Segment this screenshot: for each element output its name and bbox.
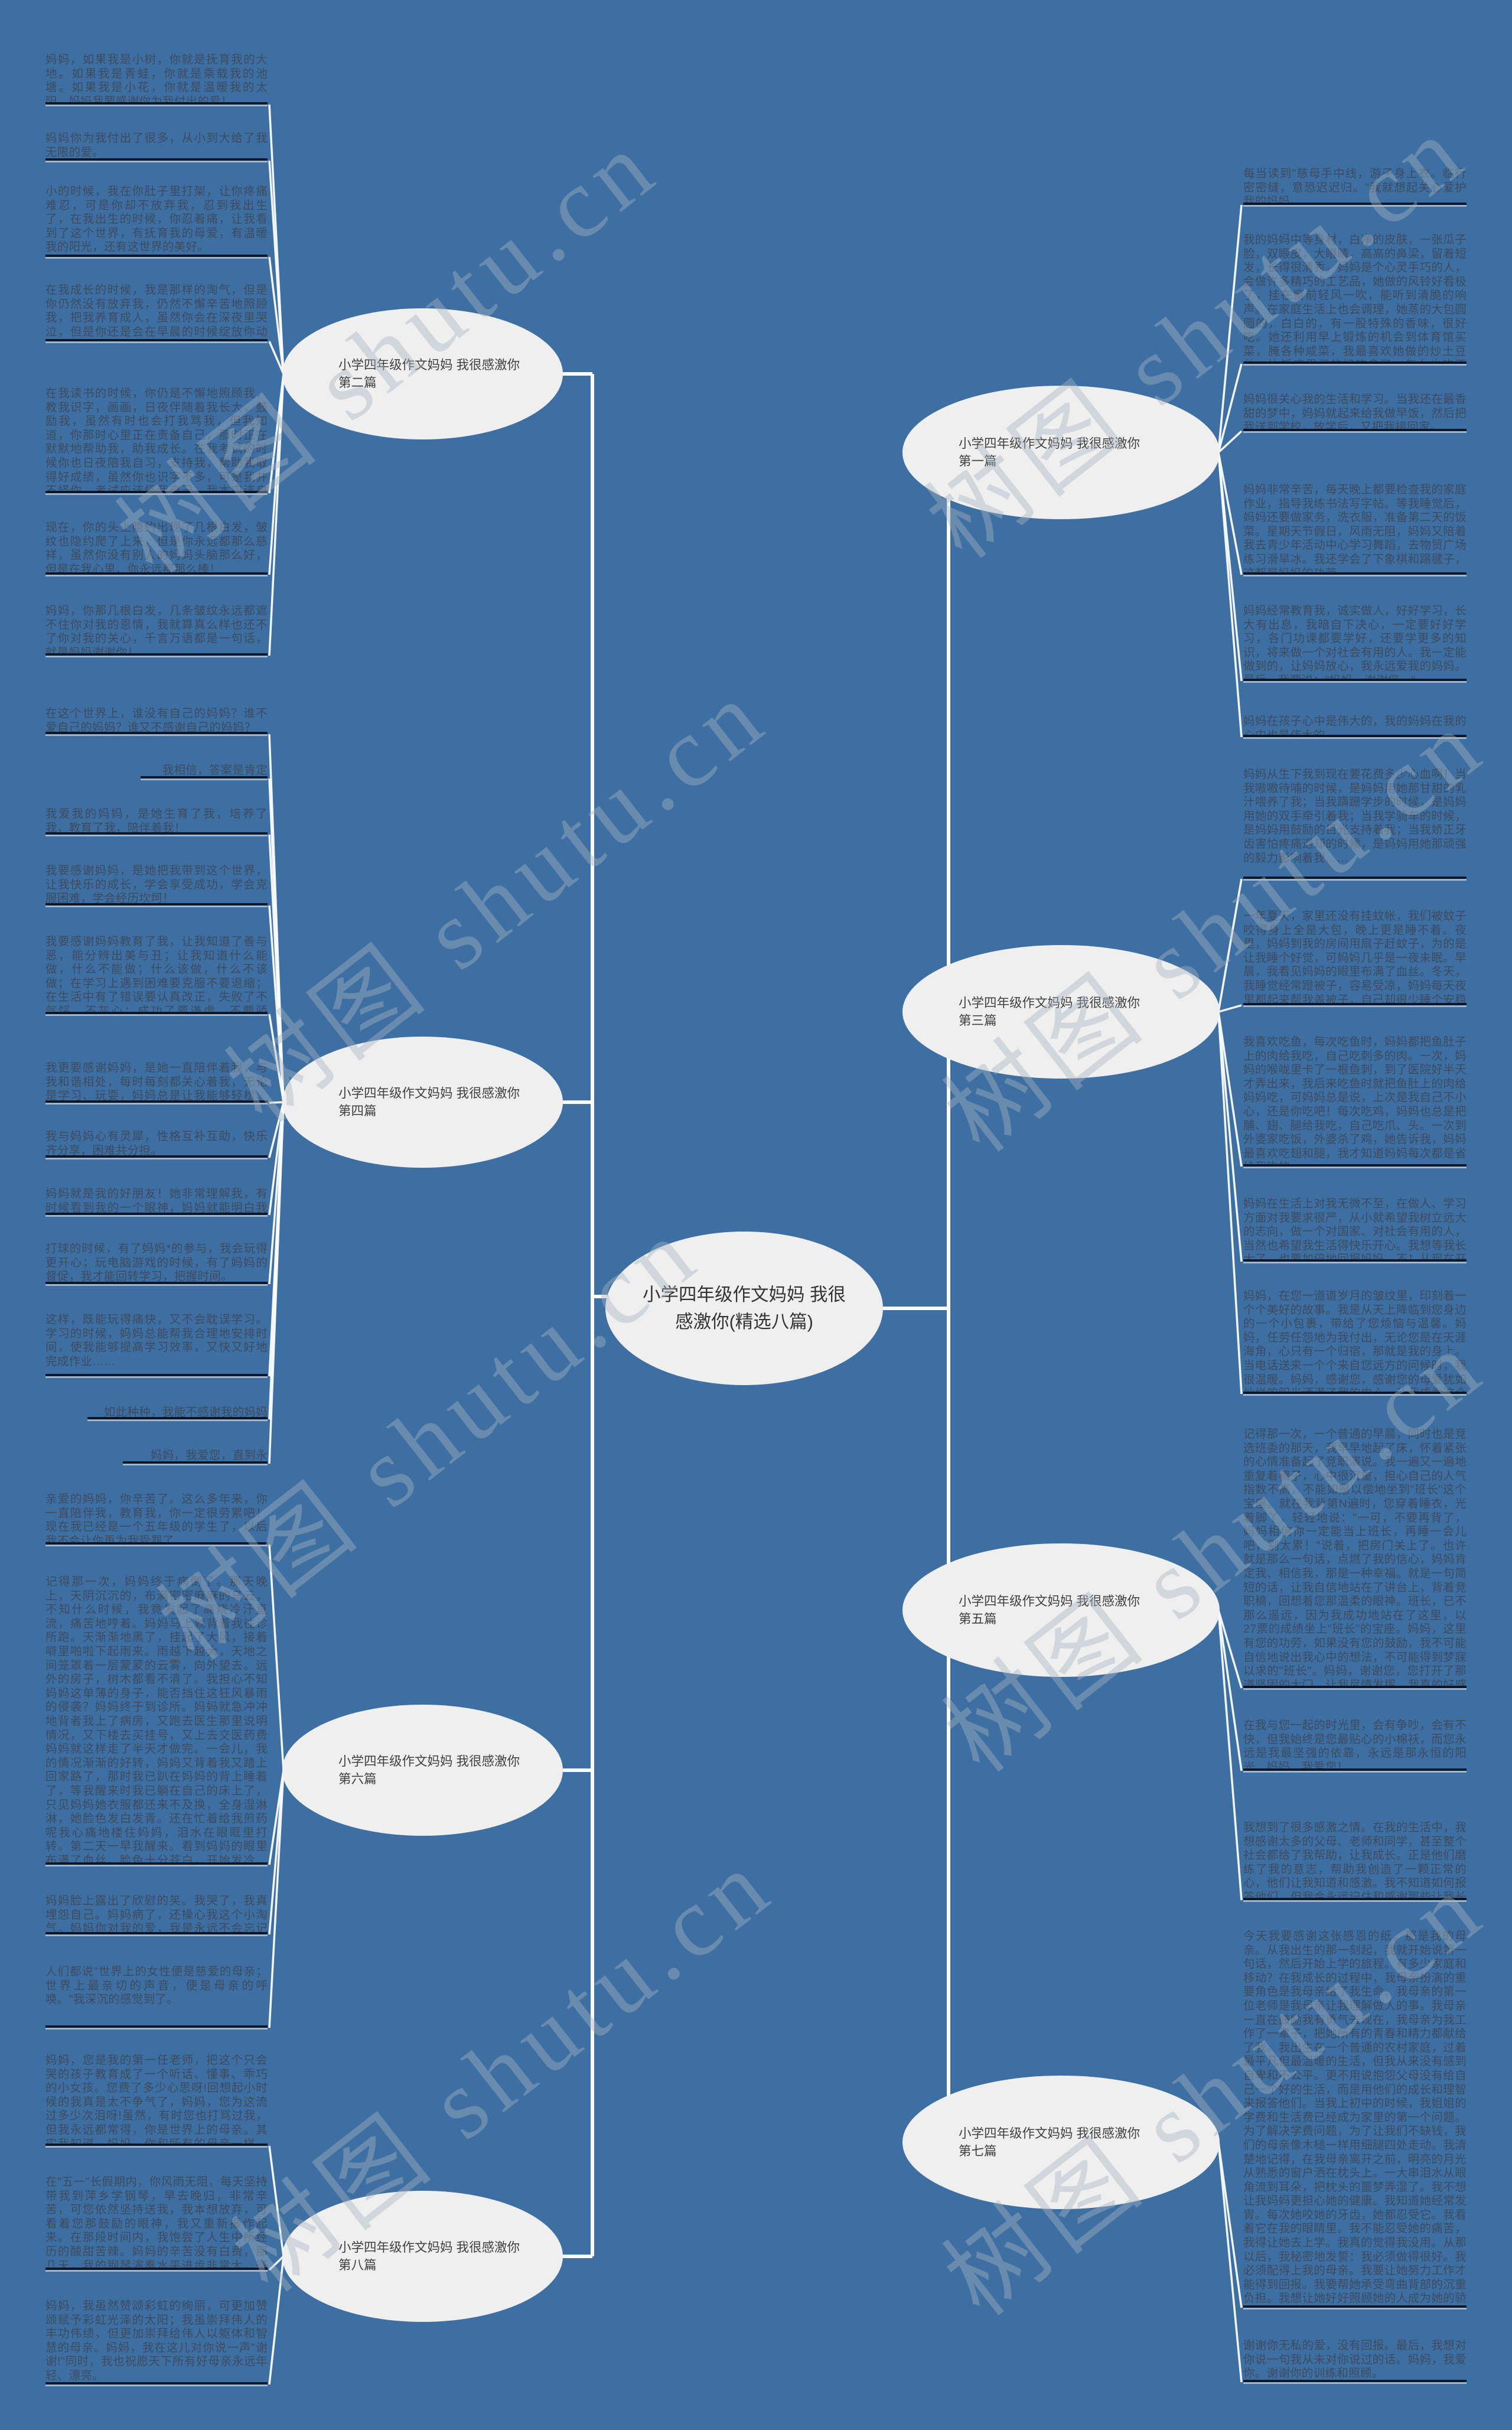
central-topic-node[interactable]: 小学四年级作文妈妈 我很感激你(精选八篇) [605,1232,883,1385]
essay-paragraph[interactable]: 在我读书的时候，你仍是不懈地照顾我，教我识字，画画，日夜伴随着我长大，鼓励我，虽… [45,384,268,493]
essay-paragraph[interactable]: 记得那一次，一个普通的早晨，同时也是竞选班委的那天，我早早地起了床，怀着紧张的心… [1243,1425,1467,1688]
essay-paragraph[interactable]: 在我与您一起的时光里，会有争吵，会有不快，但我始终是您最贴心的小棉袄，而您永远是… [1243,1716,1467,1771]
essay-paragraph[interactable]: 我要感谢妈妈教育了我，让我知道了善与恶，能分辨出美与丑；让我知道什么能做，什么不… [45,932,268,1014]
essay-paragraph[interactable]: 在我成长的时候，我是那样的淘气，但是你仍然没有放弃我，仍然不懈辛苦地照顾我，把我… [45,281,268,341]
branch-node-2[interactable]: 小学四年级作文妈妈 我很感激你 第二篇 [282,308,563,439]
branch-node-number: 第七篇 [959,2144,997,2158]
branch-node-4[interactable]: 小学四年级作文妈妈 我很感激你 第四篇 [282,1037,563,1168]
branch-node-number: 第八篇 [338,2258,377,2272]
branch-node-number: 第一篇 [959,454,997,468]
essay-paragraph[interactable]: 今天我要感谢这张感恩的纸。那是我的母亲。从我出生的那一刻起，我就开始说第一句话，… [1243,1927,1467,2308]
essay-paragraph[interactable]: 妈妈就是我的好朋友！她非常理解我，有时候看到我的一个眼神，妈妈就能明白我的想法。 [45,1184,268,1215]
central-topic-label: 小学四年级作文妈妈 我很感激你(精选八篇) [643,1285,846,1332]
essay-paragraph[interactable]: 我相信，答案是肯定的！ [141,761,268,778]
essay-paragraph[interactable]: 我更要感谢妈妈，是她一直陪伴着我，与我和谐相处，每时每刻都关心着我，无论是学习、… [45,1058,268,1103]
essay-paragraph[interactable]: 妈妈你为我付出了很多，从小到大给了我无限的爱。 [45,129,268,161]
branch-node-title: 小学四年级作文妈妈 我很感激你 [959,1594,1140,1608]
essay-paragraph[interactable]: 在这个世界上，谁没有自己的妈妈？谁不爱自己的妈妈？谁又不感谢自己的妈妈？ [45,704,268,734]
essay-paragraph[interactable]: 妈妈从生下我到现在要花费多少心血啊！当我嗷嗷待哺的时候，是妈妈用她那甘甜的乳汁喂… [1243,765,1467,879]
branch-node-5[interactable]: 小学四年级作文妈妈 我很感激你 第五篇 [902,1543,1220,1677]
essay-paragraph[interactable]: 妈妈，在您一道道岁月的皱纹里，印刻着一个个美好的故事。我是从天上降临到您身边的一… [1243,1286,1467,1394]
essay-paragraph[interactable]: 妈妈经常教育我，诚实做人，好好学习，长大有出息，我暗自下决心，一定要好好学习，各… [1243,601,1467,681]
left-paragraph-column: 妈妈，如果我是小树，你就是抚育我的大地。如果我是青蛙，你就是乘载我的池塘。如果我… [45,0,268,2430]
essay-paragraph[interactable]: 妈妈，我虽然赞颂彩虹的绚丽，可更加赞颂赋予彩虹光泽的太阳；我虽崇拜伟人的丰功伟绩… [45,2297,268,2385]
branch-node-title: 小学四年级作文妈妈 我很感激你 [338,1754,520,1768]
branch-node-6[interactable]: 小学四年级作文妈妈 我很感激你 第六篇 [282,1705,563,1836]
essay-paragraph[interactable]: 妈妈，我爱您，直到永远…… [123,1446,268,1464]
essay-paragraph[interactable]: 我与妈妈心有灵犀，性格互补互助，快乐齐分享，困难共分担。 [45,1127,268,1158]
branch-node-3[interactable]: 小学四年级作文妈妈 我很感激你 第三篇 [902,945,1220,1079]
essay-paragraph[interactable]: 人们都说"世界上的女性便是慈爱的母亲；世界上最亲切的声音，便是母亲的呼唤。"我深… [45,1962,268,2028]
branch-node-number: 第二篇 [338,376,377,390]
branch-node-1[interactable]: 小学四年级作文妈妈 我很感激你 第一篇 [902,386,1220,519]
branch-node-title: 小学四年级作文妈妈 我很感激你 [959,437,1140,451]
right-paragraph-column: 每当读到"慈母手中线，游子身上衣。临行密密缝，意恐迟迟归。"我就想起关心爱护我的… [1243,0,1467,2430]
essay-paragraph[interactable]: 妈妈非常辛苦，每天晚上都要检查我的家庭作业，指导我练书法写字帖。等我睡觉后，妈妈… [1243,480,1467,575]
branch-node-number: 第六篇 [338,1772,377,1786]
essay-paragraph[interactable]: 这样，既能玩得痛快，又不会耽误学习。学习的时候，妈妈总能帮我合理地安排时间，使我… [45,1310,268,1376]
branch-node-number: 第四篇 [338,1104,377,1118]
essay-paragraph[interactable]: 小的时候，我在你肚子里打架，让你疼痛难忍，可是你却不放弃我，忍到我出生了，在我出… [45,182,268,257]
essay-paragraph[interactable]: 我想到了很多感激之情。在我的生活中，我想感谢太多的父母、老师和同学，甚至整个社会… [1243,1818,1467,1900]
branch-node-7[interactable]: 小学四年级作文妈妈 我很感激你 第七篇 [902,2076,1220,2209]
branch-node-8[interactable]: 小学四年级作文妈妈 我很感激你 第八篇 [282,2191,563,2322]
branch-node-title: 小学四年级作文妈妈 我很感激你 [338,1086,520,1100]
branch-node-number: 第三篇 [959,1014,997,1028]
essay-paragraph[interactable]: 妈妈脸上露出了欣慰的笑。我哭了，我真埋怨自己。妈妈病了，还操心我这个小淘气。妈妈… [45,1891,268,1934]
branch-node-title: 小学四年级作文妈妈 我很感激你 [338,358,520,372]
branch-node-title: 小学四年级作文妈妈 我很感激你 [338,2240,520,2255]
essay-paragraph[interactable]: 如此种种，我能不感谢我的妈妈吗？ [87,1403,268,1419]
essay-paragraph[interactable]: 亲爱的妈妈，你辛苦了。这么多年来，你一直陪伴我，教育我，你一定很劳累吧！现在我已… [45,1490,268,1545]
essay-paragraph[interactable]: 一年夏天，家里还没有挂蚊帐，我们被蚊子咬得身上全是大包，晚上更是睡不着。夜里，妈… [1243,907,1467,1005]
essay-paragraph[interactable]: 我的妈妈中等身材，白净的皮肤，一张瓜子脸，双眼皮，大眼睛，高高的鼻梁，留着短发，… [1243,230,1467,364]
essay-paragraph[interactable]: 打球的时候，有了妈妈*的参与，我会玩得更开心；玩电脑游戏的时候，有了妈妈的督促，… [45,1239,268,1284]
essay-paragraph[interactable]: 现在，你的头上隐约出现了几根白发，皱纹也隐约爬了上来，但是你永远都那么慈祥，虽然… [45,518,268,575]
essay-paragraph[interactable]: 在"五一"长假期内，你风雨无阻，每天坚持带我到萍乡学钢琴，早去晚归，非常辛苦，可… [45,2172,268,2270]
essay-paragraph[interactable]: 谢谢你无私的爱，没有回报。最后，我想对你说一句我从未对你说过的话。妈妈，我爱你。… [1243,2336,1467,2382]
essay-paragraph[interactable]: 妈妈，你那几根白发，几条皱纹永远都遮不住你对我的恩情，我就算真么样也还不了你对我… [45,601,268,656]
essay-paragraph[interactable]: 妈妈在生活上对我无微不至，在做人、学习方面对我要求很严，从小就希望我树立远大的志… [1243,1194,1467,1262]
essay-paragraph[interactable]: 我爱我的妈妈，是她生育了我，培养了我，教育了我，陪伴着我！ [45,804,268,835]
branch-node-title: 小学四年级作文妈妈 我很感激你 [959,2126,1140,2141]
branch-node-number: 第五篇 [959,1612,997,1626]
essay-paragraph[interactable]: 妈妈很关心我的生活和学习。当我还在最香甜的梦中，妈妈就起来给我做早饭，然后把我送… [1243,390,1467,431]
essay-paragraph[interactable]: 每当读到"慈母手中线，游子身上衣。临行密密缝，意恐迟迟归。"我就想起关心爱护我的… [1243,164,1467,205]
branch-node-title: 小学四年级作文妈妈 我很感激你 [959,996,1140,1010]
essay-paragraph[interactable]: 妈妈在孩子心中是伟大的，我的妈妈在我的心中也是伟大的。 [1243,712,1467,737]
essay-paragraph[interactable]: 我要感谢妈妈，是她把我带到这个世界，让我快乐的成长，学会享受成功，学会克服困难，… [45,861,268,905]
essay-paragraph[interactable]: 我喜欢吃鱼，每次吃鱼时，妈妈都把鱼肚子上的肉给我吃，自己吃刺多的肉。一次，妈妈的… [1243,1032,1467,1167]
essay-paragraph[interactable]: 妈妈，您是我的第一任老师，把这个只会哭的孩子教育成了一个听话、懂事、乖巧的小女孩… [45,2051,268,2146]
essay-paragraph[interactable]: 记得那一次，妈妈终于病倒了。那天晚上，天阴沉沉的，布满密密麻麻的乌云，不知什么时… [45,1572,268,1865]
essay-paragraph[interactable]: 妈妈，如果我是小树，你就是抚育我的大地。如果我是青蛙，你就是乘载我的池塘。如果我… [45,50,268,105]
